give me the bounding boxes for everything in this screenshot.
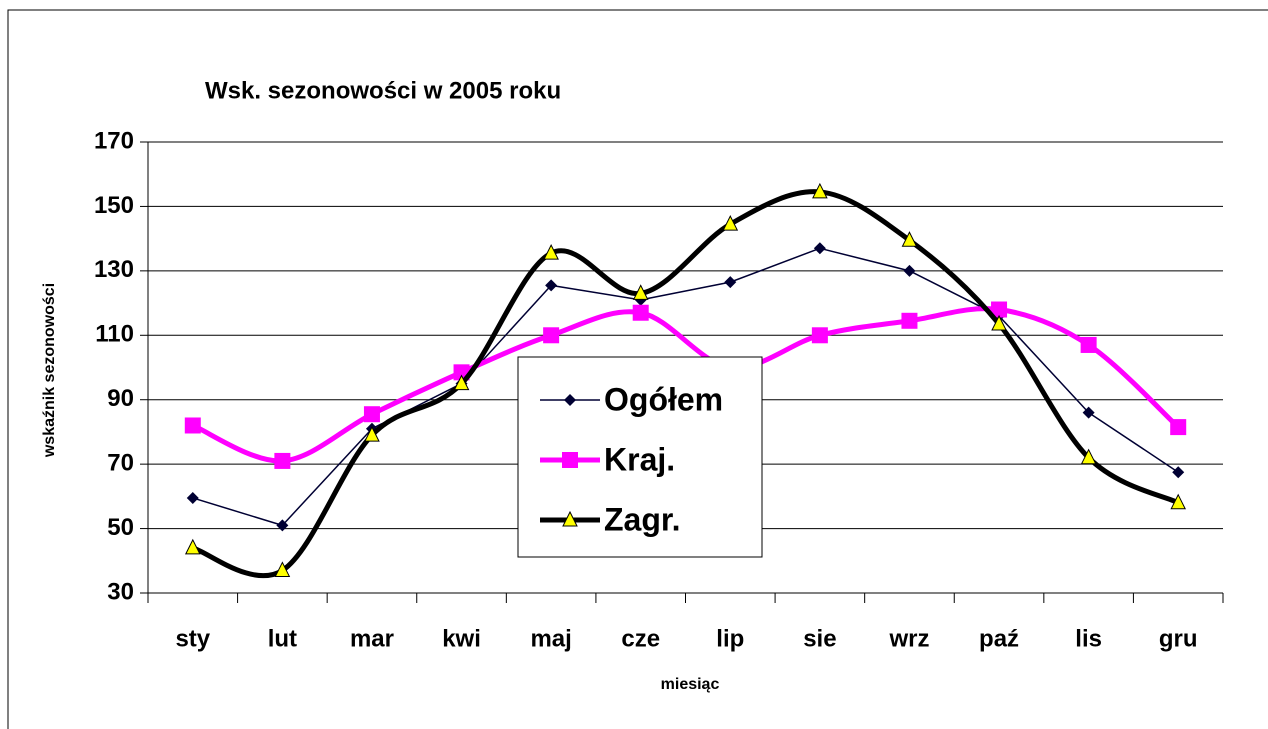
chart-title: Wsk. sezonowości w 2005 roku bbox=[205, 77, 561, 104]
marker bbox=[1172, 466, 1185, 479]
marker bbox=[724, 276, 737, 289]
x-tick-label: gru bbox=[1159, 625, 1198, 652]
frame bbox=[7, 9, 1268, 729]
marker bbox=[1170, 493, 1187, 510]
series-line bbox=[192, 247, 1179, 527]
y-tick-label: 150 bbox=[94, 192, 134, 219]
legend-label: Kraj. bbox=[604, 441, 675, 477]
marker bbox=[901, 231, 918, 247]
series-line bbox=[191, 189, 1180, 579]
marker bbox=[562, 452, 578, 468]
x-tick-label: lut bbox=[268, 625, 297, 652]
x-tick-label: lis bbox=[1075, 625, 1102, 652]
marker bbox=[562, 510, 578, 527]
legend-label: Zagr. bbox=[604, 501, 680, 537]
marker bbox=[276, 519, 289, 532]
marker bbox=[364, 426, 380, 442]
x-tick-label: lip bbox=[716, 625, 744, 652]
x-tick-label: mar bbox=[350, 625, 394, 652]
marker bbox=[184, 538, 201, 555]
marker bbox=[1080, 448, 1097, 465]
marker bbox=[722, 215, 739, 231]
y-tick-label: 130 bbox=[94, 256, 134, 283]
marker bbox=[184, 417, 201, 434]
marker bbox=[991, 301, 1008, 318]
marker bbox=[274, 452, 291, 469]
x-tick-label: cze bbox=[621, 625, 660, 652]
marker bbox=[903, 264, 916, 277]
y-tick-label: 90 bbox=[107, 385, 134, 412]
marker bbox=[1082, 406, 1095, 419]
marker bbox=[901, 312, 918, 329]
marker bbox=[363, 406, 380, 423]
marker bbox=[1080, 336, 1097, 353]
x-tick-label: paź bbox=[979, 625, 1019, 652]
x-tick-label: wrz bbox=[888, 625, 929, 652]
x-tick-label: sty bbox=[175, 625, 210, 652]
y-tick-label: 170 bbox=[94, 127, 134, 154]
marker bbox=[811, 327, 828, 344]
marker bbox=[453, 374, 470, 391]
marker bbox=[545, 279, 558, 292]
x-tick-label: maj bbox=[530, 625, 571, 652]
legend-label: Ogółem bbox=[604, 381, 723, 417]
y-tick-label: 70 bbox=[107, 449, 134, 476]
y-tick-label: 50 bbox=[107, 514, 134, 541]
x-tick-label: kwi bbox=[442, 625, 481, 652]
x-axis-label: miesiąc bbox=[661, 676, 720, 693]
marker bbox=[632, 304, 649, 321]
marker bbox=[186, 491, 199, 504]
x-tick-label: sie bbox=[803, 625, 836, 652]
marker bbox=[543, 244, 559, 260]
y-axis-label: wskaźnik sezonowości bbox=[41, 283, 58, 458]
legend-box bbox=[517, 356, 763, 558]
y-tick-label: 30 bbox=[107, 578, 134, 605]
marker bbox=[812, 182, 828, 199]
marker bbox=[543, 327, 560, 344]
series-line bbox=[191, 306, 1180, 464]
marker bbox=[813, 242, 826, 255]
marker bbox=[1170, 419, 1187, 436]
marker bbox=[274, 561, 291, 577]
y-tick-label: 110 bbox=[95, 321, 134, 348]
marker bbox=[564, 394, 576, 406]
marker bbox=[991, 314, 1007, 331]
marker bbox=[632, 284, 649, 300]
